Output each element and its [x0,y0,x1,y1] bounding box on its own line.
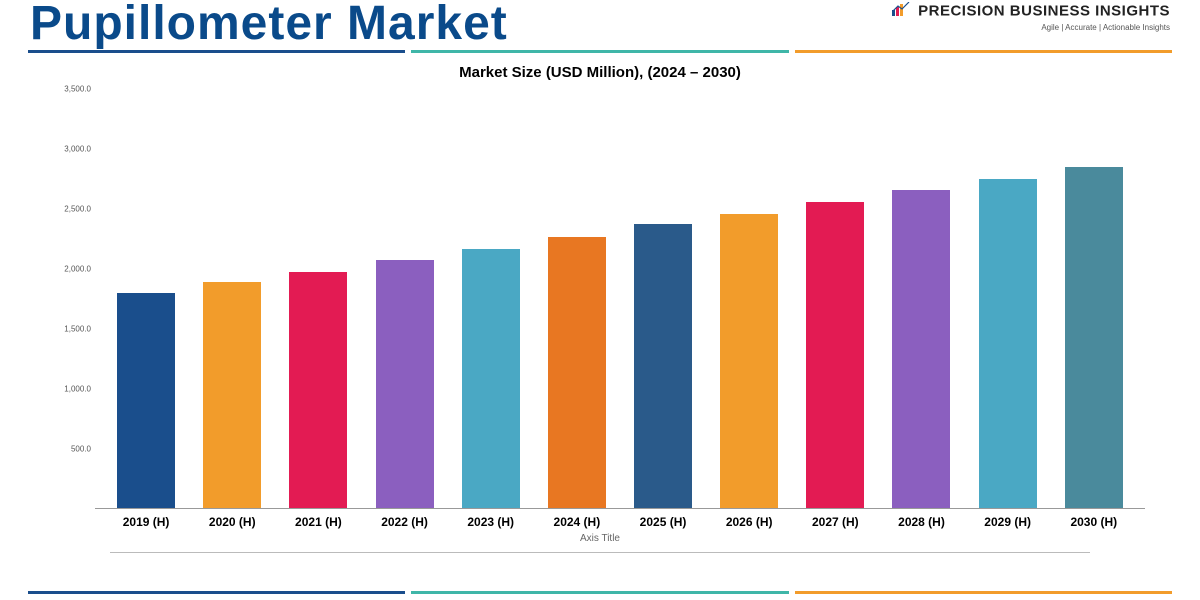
x-tick-label: 2028 (H) [892,515,950,529]
x-axis-title: Axis Title [55,533,1145,544]
bar [548,237,606,508]
bar [1065,167,1123,508]
logo-icon [892,2,910,21]
logo-text: PRECISION BUSINESS INSIGHTS [918,3,1170,20]
bar [892,190,950,508]
x-tick-label: 2021 (H) [289,515,347,529]
logo: PRECISION BUSINESS INSIGHTS Agile | Accu… [892,0,1170,32]
divider-segment [28,591,405,594]
chart-container: Market Size (USD Million), (2024 – 2030)… [0,54,1200,558]
bottom-divider [0,591,1200,594]
y-tick-label: 3,000.0 [64,145,91,154]
page-title: Pupillometer Market [30,0,508,48]
x-tick-label: 2024 (H) [548,515,606,529]
bar [806,202,864,508]
divider-segment [411,591,788,594]
bar [979,179,1037,508]
y-tick-label: 3,500.0 [64,85,91,94]
divider-segment [28,50,405,53]
y-tick-label: 2,500.0 [64,205,91,214]
bar [376,260,434,508]
x-tick-label: 2026 (H) [720,515,778,529]
chart-title: Market Size (USD Million), (2024 – 2030) [55,64,1145,81]
x-tick-label: 2022 (H) [376,515,434,529]
bar [117,293,175,508]
y-axis: 500.0 1,000.0 1,500.0 2,000.0 2,500.0 3,000.0… [55,89,95,509]
x-tick-label: 2020 (H) [203,515,261,529]
divider-segment [411,50,788,53]
logo-tagline: Agile | Accurate | Actionable Insights [892,23,1170,32]
y-tick-label: 500.0 [71,445,91,454]
bar [634,224,692,508]
x-tick-label: 2027 (H) [806,515,864,529]
bar [462,249,520,508]
y-tick-label: 1,000.0 [64,385,91,394]
divider-segment [795,591,1172,594]
bars-group [95,89,1145,508]
chart-bottom-rule [110,552,1090,553]
bar [720,214,778,508]
plot-area [95,89,1145,509]
y-tick-label: 2,000.0 [64,265,91,274]
bar [289,272,347,508]
y-tick-label: 1,500.0 [64,325,91,334]
x-tick-label: 2029 (H) [979,515,1037,529]
x-tick-label: 2025 (H) [634,515,692,529]
x-tick-label: 2030 (H) [1065,515,1123,529]
x-axis-labels: 2019 (H) 2020 (H) 2021 (H) 2022 (H) 2023 (H)… [55,509,1145,529]
x-tick-label: 2019 (H) [117,515,175,529]
divider-segment [795,50,1172,53]
x-tick-label: 2023 (H) [462,515,520,529]
bar [203,282,261,508]
